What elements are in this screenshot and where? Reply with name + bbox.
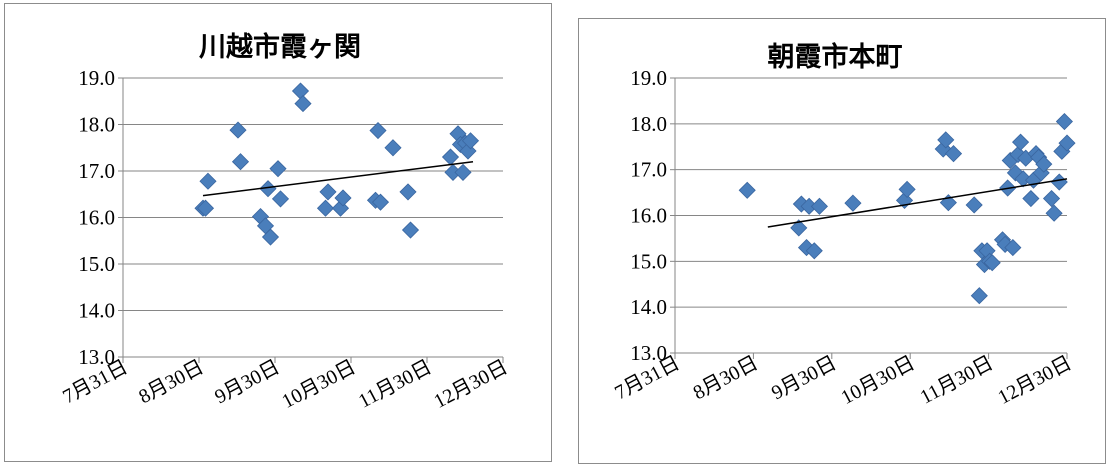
data-point (1050, 173, 1068, 191)
trend-line (202, 160, 474, 197)
data-point (399, 183, 417, 201)
data-point (196, 199, 215, 217)
chart-title: 川越市霞ヶ関 (199, 31, 361, 63)
data-point (1055, 112, 1073, 131)
data-point (1045, 204, 1063, 222)
data-point (231, 153, 250, 171)
data-point (294, 95, 312, 113)
data-point (1058, 134, 1076, 152)
data-point (271, 190, 290, 208)
data-point (810, 197, 828, 215)
x-tick-label: 11月30日 (355, 356, 435, 413)
data-point (738, 181, 756, 199)
data-point (229, 121, 247, 139)
x-tick-label: 12月30日 (430, 356, 511, 413)
data-point (944, 145, 963, 163)
data-point (259, 180, 277, 198)
data-point (1022, 189, 1040, 208)
y-tick-label: 18.0 (630, 112, 667, 136)
data-point (371, 193, 390, 211)
y-tick-label: 19.0 (78, 66, 115, 90)
x-tick-label: 10月30日 (838, 352, 919, 409)
x-tick-label: 12月30日 (994, 352, 1075, 409)
data-point (454, 163, 472, 181)
data-point (401, 221, 420, 239)
y-tick-label: 15.0 (78, 252, 115, 276)
y-tick-label: 16.0 (630, 204, 667, 228)
x-tick-label: 9月30日 (768, 352, 840, 404)
data-point (1004, 239, 1022, 257)
data-point (316, 199, 335, 217)
data-point (441, 148, 460, 166)
data-point (937, 131, 955, 149)
data-point (1014, 170, 1032, 188)
data-point (319, 183, 337, 201)
data-point (790, 219, 808, 237)
data-point (261, 228, 280, 246)
y-tick-label: 18.0 (78, 113, 115, 137)
data-point (269, 160, 287, 178)
y-tick-label: 17.0 (630, 158, 667, 182)
data-point (384, 139, 402, 157)
data-point (291, 82, 310, 100)
y-tick-label: 13.0 (630, 341, 667, 365)
trend-line (767, 178, 1068, 228)
x-tick-label: 8月30日 (690, 352, 762, 404)
chart-panel-asaka: 朝霞市本町 13.0 14.0 15.0 16.0 17.0 18.0 19.0 7月31日 8月… (578, 18, 1106, 464)
x-tick-label: 10月30日 (278, 356, 359, 413)
x-tick-label: 8月30日 (135, 356, 207, 408)
data-point (1035, 155, 1053, 173)
chart-panel-kawagoe: 川越市霞ヶ関 13.0 14.0 15.0 16.0 17.0 18.0 19.0 7月31日 8… (4, 3, 552, 462)
y-tick-label: 14.0 (630, 295, 667, 319)
data-point (461, 132, 480, 150)
data-point (970, 287, 988, 305)
data-point (898, 180, 916, 198)
y-tick-label: 15.0 (630, 249, 667, 273)
x-tick-label: 9月30日 (211, 356, 283, 408)
data-point (844, 194, 862, 212)
data-point (983, 254, 1001, 272)
y-tick-label: 16.0 (78, 206, 115, 230)
y-tick-label: 17.0 (78, 159, 115, 183)
data-point (1012, 133, 1030, 151)
data-point (805, 242, 823, 260)
data-point (965, 196, 983, 214)
x-tick-label: 11月30日 (917, 352, 997, 409)
y-tick-label: 19.0 (630, 66, 667, 90)
chart-title: 朝霞市本町 (768, 41, 903, 73)
data-point (1042, 189, 1061, 208)
data-point (334, 189, 352, 207)
y-tick-label: 14.0 (78, 299, 115, 323)
y-tick-label: 13.0 (78, 345, 115, 369)
data-point (199, 172, 217, 190)
data-point (369, 121, 387, 140)
